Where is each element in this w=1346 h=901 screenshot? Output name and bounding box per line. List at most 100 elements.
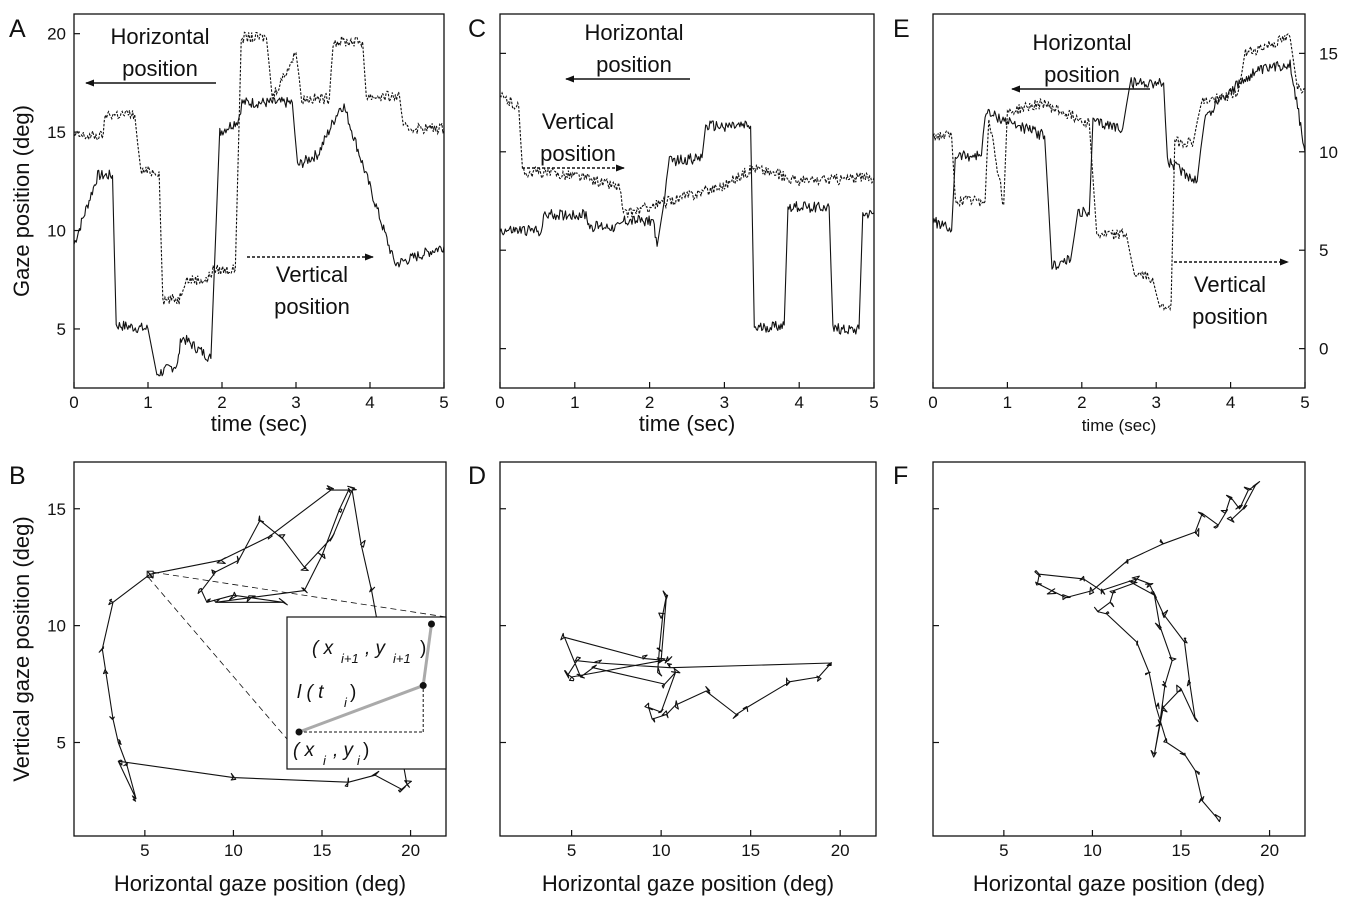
panel-e: E 0 1 2 3 4 5 0 5 10 15 time (sec) Horizontal positio… (893, 13, 1338, 435)
panel-c: C 0 1 2 3 4 5 time (sec) Horizontal position Verti… (468, 13, 879, 436)
inset-label: ( x (293, 740, 316, 761)
x-tick-label: 2 (217, 393, 226, 412)
trace-horizontal (74, 96, 444, 377)
traces (1034, 481, 1261, 823)
y-tick-label: 15 (1319, 44, 1338, 63)
panel-letter: C (468, 15, 486, 43)
annotation-label: position (1044, 62, 1120, 87)
panel-letter: E (893, 15, 910, 43)
trace-vertical (933, 33, 1305, 312)
trace-scanpath (98, 485, 412, 802)
y-tick-label: 5 (57, 734, 66, 753)
y-tick-label: 15 (47, 500, 66, 519)
x-axis-label: Horizontal gaze position (deg) (973, 871, 1265, 896)
y-tick-label: 10 (1319, 143, 1338, 162)
x-tick-label: 10 (1083, 841, 1102, 860)
x-tick-label: 5 (999, 841, 1008, 860)
plot-frame (499, 461, 877, 837)
annotation-label: position (274, 294, 350, 319)
panel-d: D 5 10 15 20 Horizontal gaze position (deg) (468, 461, 877, 896)
annotation-label: Vertical (1194, 272, 1266, 297)
y-tick-label: 5 (57, 320, 66, 339)
y-tick-label: 10 (47, 617, 66, 636)
x-tick-label: 5 (439, 393, 448, 412)
x-tick-label: 5 (869, 393, 878, 412)
inset-label: ) (350, 682, 356, 703)
x-tick-label: 15 (313, 841, 332, 860)
inset-label: ( x (312, 638, 335, 659)
sample-point (295, 728, 303, 736)
x-axis-label: Horizontal gaze position (deg) (542, 871, 834, 896)
inset-label: i+1 (393, 651, 411, 666)
annotation-label: position (540, 141, 616, 166)
x-tick-label: 1 (143, 393, 152, 412)
y-axis-label: Vertical gaze position (deg) (9, 516, 34, 781)
annotation-label: Vertical (276, 262, 348, 287)
x-tick-label: 15 (1172, 841, 1191, 860)
annotation-label: position (122, 56, 198, 81)
y-tick-label: 10 (47, 222, 66, 241)
x-tick-label: 20 (831, 841, 850, 860)
annotation-label: Horizontal (110, 24, 209, 49)
inset-label: i (357, 753, 361, 768)
x-tick-label: 20 (401, 841, 420, 860)
interpolated-point (419, 682, 427, 690)
panel-letter: B (9, 462, 26, 490)
annotation-label: Vertical (542, 109, 614, 134)
panel-f: F 5 10 15 20 Horizontal gaze position (deg) (893, 461, 1306, 896)
interpolation-segment (421, 623, 433, 686)
x-tick-label: 2 (645, 393, 654, 412)
x-tick-label: 3 (1151, 393, 1160, 412)
inset-label: i (344, 695, 348, 710)
y-axis-label: Gaze position (deg) (9, 105, 34, 297)
annotation-label: Horizontal (1032, 30, 1131, 55)
x-axis-label: time (sec) (1082, 416, 1157, 435)
trace-horizontal (500, 120, 874, 335)
x-tick-label: 4 (794, 393, 803, 412)
inset-label: i (323, 753, 327, 768)
x-tick-label: 3 (720, 393, 729, 412)
x-tick-label: 15 (741, 841, 760, 860)
x-tick-label: 10 (224, 841, 243, 860)
plot-frame (932, 461, 1306, 837)
zoom-box (146, 570, 154, 578)
x-tick-label: 0 (69, 393, 78, 412)
annotation-label: Horizontal (584, 20, 683, 45)
interpolation-segment (298, 684, 424, 734)
inset-label: i+1 (341, 651, 359, 666)
y-tick-label: 15 (47, 123, 66, 142)
x-axis-label: Horizontal gaze position (deg) (114, 871, 406, 896)
panel-letter: D (468, 462, 486, 490)
x-tick-label: 0 (495, 393, 504, 412)
trace-vertical (74, 31, 444, 305)
traces (560, 590, 832, 723)
x-tick-label: 5 (567, 841, 576, 860)
x-axis-label: time (sec) (639, 411, 736, 436)
y-tick-label: 20 (47, 25, 66, 44)
trace-scanpath (1034, 481, 1261, 823)
panel-a: A 0 1 2 3 4 5 5 10 15 20 time (sec) Gaze position (d… (9, 13, 449, 436)
sample-point (427, 620, 435, 628)
x-tick-label: 4 (365, 393, 374, 412)
x-tick-label: 2 (1077, 393, 1086, 412)
x-tick-label: 5 (1300, 393, 1309, 412)
trace-horizontal (933, 59, 1305, 270)
panel-letter: A (9, 15, 26, 43)
y-tick-label: 5 (1319, 241, 1328, 260)
x-tick-label: 1 (1003, 393, 1012, 412)
panel-letter: F (893, 462, 908, 490)
trace-scanpath (560, 590, 832, 723)
x-tick-label: 0 (928, 393, 937, 412)
trace-vertical (500, 91, 874, 218)
traces (500, 91, 874, 335)
inset-label: , y (365, 638, 387, 659)
x-axis-label: time (sec) (211, 411, 308, 436)
annotation-label: position (596, 52, 672, 77)
annotation-label: position (1192, 304, 1268, 329)
inset-label: ) (363, 740, 369, 761)
inset-frame (286, 616, 447, 770)
traces (74, 31, 444, 377)
inset-label: l ( t (297, 682, 324, 703)
